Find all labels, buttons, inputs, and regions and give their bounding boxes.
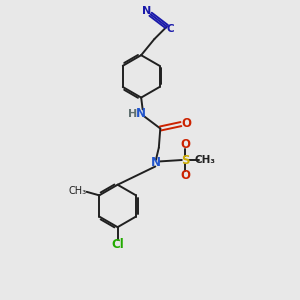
Text: N: N bbox=[151, 157, 161, 169]
Text: N: N bbox=[136, 107, 146, 120]
Text: O: O bbox=[180, 138, 190, 151]
Text: S: S bbox=[181, 154, 190, 166]
Text: CH₃: CH₃ bbox=[195, 155, 216, 165]
Text: O: O bbox=[181, 117, 191, 130]
Text: C: C bbox=[167, 24, 174, 34]
Text: CH₃: CH₃ bbox=[69, 186, 87, 196]
Text: Cl: Cl bbox=[111, 238, 124, 251]
Text: N: N bbox=[142, 6, 152, 16]
Text: H: H bbox=[128, 109, 137, 119]
Text: O: O bbox=[180, 169, 190, 182]
